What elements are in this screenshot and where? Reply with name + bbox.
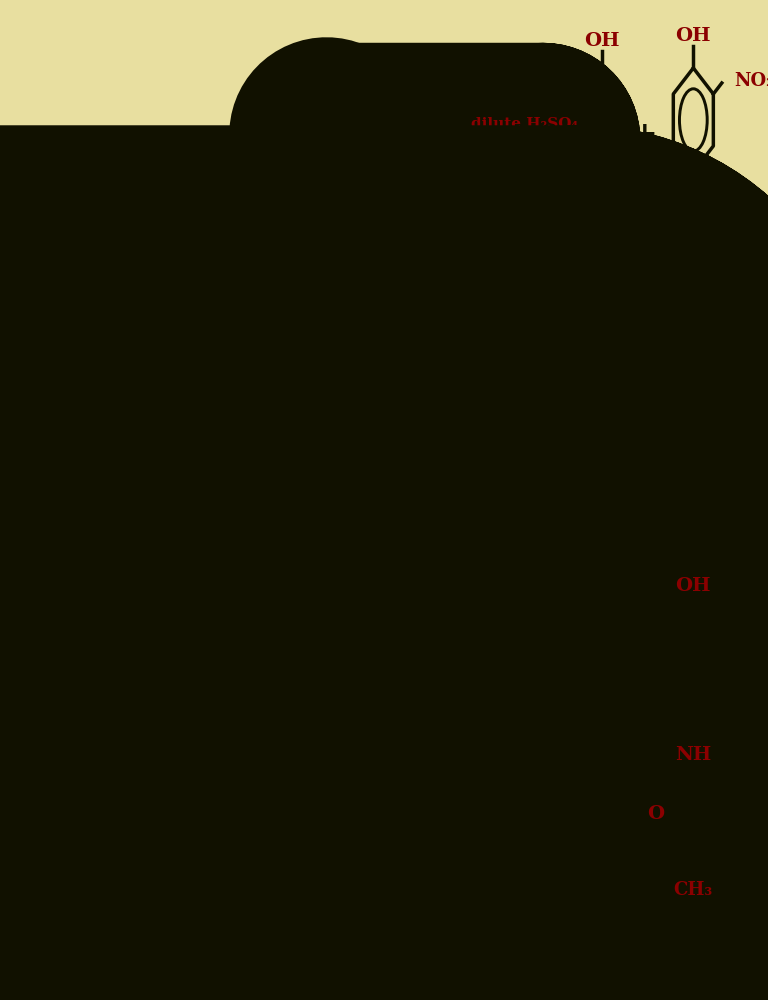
Text: NH: NH <box>675 746 711 764</box>
Text: OH: OH <box>676 27 711 45</box>
Text: NH₂: NH₂ <box>458 768 502 786</box>
Text: +: + <box>631 119 657 150</box>
Text: CH₃: CH₃ <box>674 881 713 899</box>
Text: OH: OH <box>451 47 487 65</box>
Text: NO₂: NO₂ <box>487 483 531 501</box>
Text: O: O <box>558 591 573 608</box>
Text: dilute H₂SO₄: dilute H₂SO₄ <box>471 117 578 131</box>
Text: NaNO₃: NaNO₃ <box>495 135 553 149</box>
Text: C: C <box>596 631 611 649</box>
Text: NaBH₄: NaBH₄ <box>531 386 598 404</box>
Text: C: C <box>558 631 573 649</box>
Text: C: C <box>687 791 701 809</box>
Text: OH: OH <box>636 317 671 335</box>
Text: NO₂: NO₂ <box>581 198 624 216</box>
Circle shape <box>466 664 494 726</box>
Text: OH: OH <box>676 577 711 595</box>
Text: OH: OH <box>462 602 498 620</box>
Text: CH₃: CH₃ <box>605 666 642 684</box>
Text: NO₂: NO₂ <box>734 72 768 90</box>
Text: O: O <box>647 805 664 823</box>
Circle shape <box>640 379 667 441</box>
Circle shape <box>680 639 707 701</box>
Text: O: O <box>596 591 611 608</box>
Text: OH: OH <box>491 317 527 335</box>
Text: NH₂: NH₂ <box>631 483 676 501</box>
Circle shape <box>495 379 523 441</box>
Text: C: C <box>678 794 691 810</box>
Text: O: O <box>577 661 592 679</box>
Circle shape <box>680 89 707 151</box>
Text: CH₃: CH₃ <box>527 666 564 684</box>
Circle shape <box>455 109 483 171</box>
Circle shape <box>588 94 616 156</box>
Text: Laboratory Synthesis of acetaminophen: Laboratory Synthesis of acetaminophen <box>334 956 768 980</box>
Text: OH: OH <box>584 32 620 50</box>
